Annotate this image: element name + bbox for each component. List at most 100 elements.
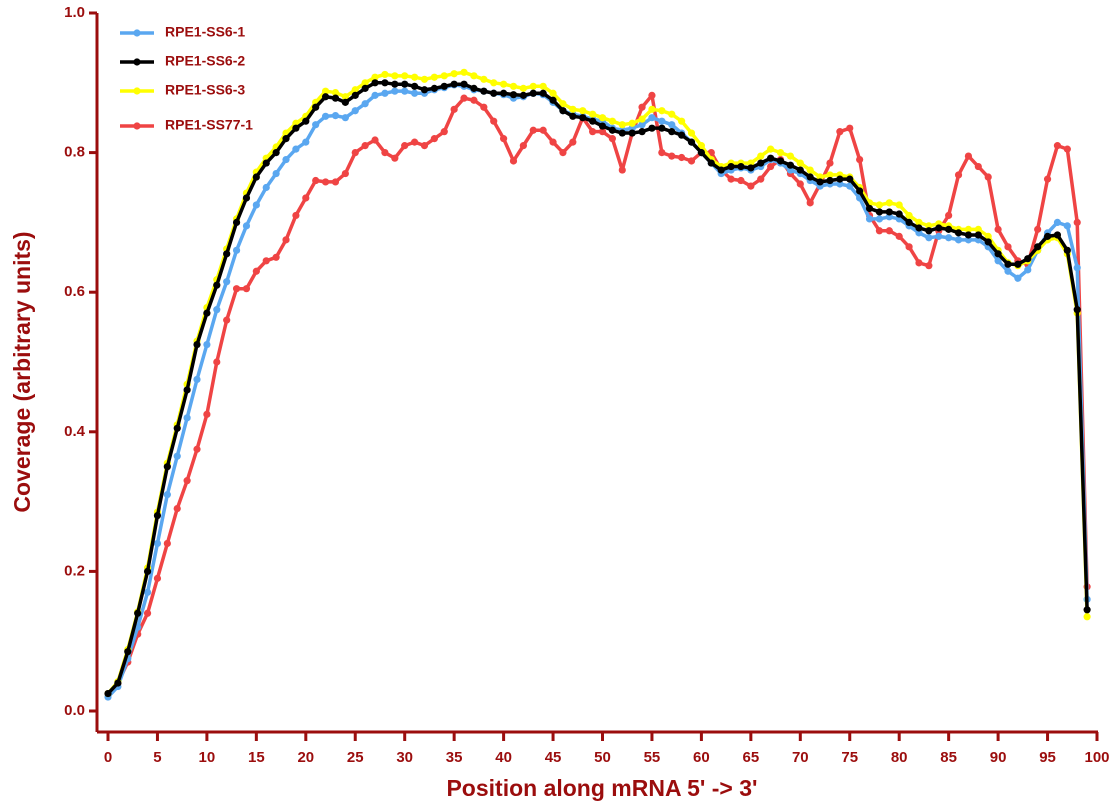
- data-point: [1073, 306, 1081, 314]
- data-point: [964, 225, 973, 233]
- data-point: [223, 316, 231, 324]
- data-point: [737, 176, 745, 185]
- data-point: [984, 238, 992, 246]
- data-point: [460, 94, 468, 102]
- data-point: [381, 70, 389, 79]
- data-point: [163, 491, 171, 499]
- data-point: [470, 72, 478, 80]
- data-point: [1073, 218, 1081, 226]
- data-point: [321, 93, 330, 101]
- x-tick-label: 50: [594, 749, 611, 766]
- data-point: [767, 154, 775, 162]
- data-point: [628, 119, 636, 127]
- data-point: [687, 129, 696, 137]
- data-point: [331, 88, 340, 97]
- data-point: [381, 79, 389, 87]
- data-point: [885, 199, 893, 207]
- data-point: [846, 124, 854, 132]
- x-tick-label: 70: [792, 749, 809, 766]
- data-point: [262, 159, 270, 167]
- data-point: [658, 149, 666, 157]
- data-point: [569, 105, 577, 113]
- data-point: [638, 115, 646, 123]
- data-point: [1083, 606, 1091, 614]
- data-point: [875, 201, 884, 209]
- x-tick-label: 80: [891, 749, 908, 766]
- data-point: [905, 211, 913, 220]
- data-point: [519, 84, 527, 92]
- data-point: [1053, 218, 1062, 226]
- x-tick-label: 55: [644, 749, 661, 766]
- data-point: [856, 187, 864, 195]
- data-point: [865, 215, 874, 223]
- data-point: [529, 89, 537, 97]
- data-point: [589, 110, 597, 118]
- data-point: [351, 86, 359, 94]
- data-point: [450, 80, 458, 88]
- data-point: [984, 232, 992, 240]
- data-point: [539, 82, 547, 90]
- data-point: [213, 281, 221, 289]
- data-point: [549, 96, 557, 104]
- data-point: [410, 138, 419, 146]
- data-point: [618, 129, 626, 137]
- data-point: [143, 609, 152, 617]
- data-point: [954, 236, 963, 244]
- data-point: [539, 89, 547, 97]
- data-point: [885, 227, 893, 235]
- data-point: [836, 128, 844, 136]
- y-tick-label: 0.2: [64, 562, 85, 579]
- data-point: [806, 199, 814, 207]
- data-point: [351, 149, 359, 157]
- data-point: [509, 91, 518, 99]
- data-point: [1024, 255, 1032, 263]
- data-point: [826, 176, 834, 185]
- data-point: [767, 162, 775, 171]
- data-point: [964, 152, 973, 160]
- data-point: [509, 157, 518, 165]
- data-point: [193, 445, 201, 453]
- x-tick-label: 100: [1084, 749, 1109, 766]
- data-point: [945, 211, 953, 220]
- data-point: [1043, 232, 1052, 240]
- data-point: [341, 169, 349, 178]
- data-point: [658, 124, 666, 132]
- data-point: [331, 112, 340, 120]
- data-point: [618, 166, 626, 174]
- x-tick-label: 0: [104, 749, 112, 766]
- data-point: [509, 82, 518, 90]
- data-point: [678, 153, 686, 162]
- x-tick-label: 10: [199, 749, 216, 766]
- data-point: [282, 155, 290, 164]
- data-point: [905, 243, 913, 251]
- data-point: [440, 128, 448, 136]
- data-point: [895, 232, 903, 240]
- data-point: [945, 234, 953, 242]
- data-point: [1004, 260, 1012, 268]
- data-point: [430, 84, 438, 92]
- data-point: [153, 574, 162, 582]
- data-point: [341, 114, 349, 122]
- data-point: [282, 135, 290, 143]
- data-point: [420, 142, 429, 150]
- data-point: [272, 253, 280, 261]
- data-point: [796, 159, 804, 167]
- data-point: [420, 75, 429, 83]
- data-point: [183, 414, 191, 422]
- data-point: [915, 224, 923, 232]
- data-point: [569, 138, 577, 146]
- data-point: [312, 121, 320, 129]
- data-point: [579, 114, 587, 122]
- data-point: [440, 72, 448, 80]
- x-tick-label: 60: [693, 749, 710, 766]
- data-point: [104, 689, 112, 698]
- data-point: [945, 225, 953, 233]
- data-point: [203, 340, 211, 349]
- data-point: [163, 539, 171, 548]
- series: [104, 68, 1091, 698]
- legend-marker: [133, 58, 141, 66]
- y-tick-label: 0.4: [64, 423, 86, 440]
- data-point: [826, 159, 834, 167]
- data-point: [153, 539, 162, 548]
